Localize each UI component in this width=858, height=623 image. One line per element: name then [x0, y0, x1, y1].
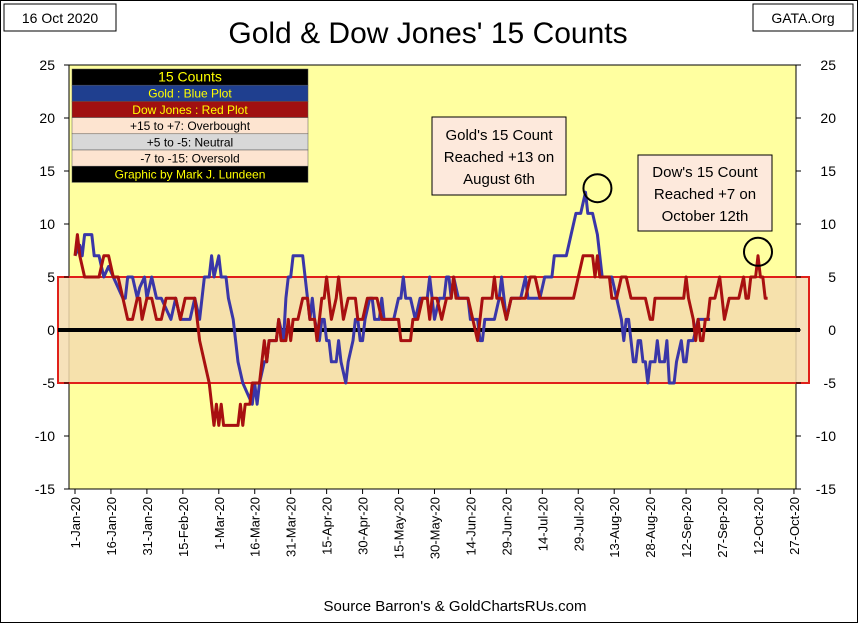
x-tick-label: 16-Mar-20 [248, 497, 263, 557]
gold-annotation-line-2: Reached +13 on [444, 149, 555, 166]
x-tick-label: 14-Jun-20 [463, 497, 478, 556]
x-tick-label: 27-Sep-20 [715, 497, 730, 558]
y-tick-label-right: 25 [820, 57, 836, 73]
x-tick-label: 13-Aug-20 [607, 497, 622, 558]
x-tick-label: 12-Oct-20 [751, 497, 766, 555]
y-tick-label-left: 15 [39, 163, 55, 179]
y-tick-label-left: 5 [47, 269, 55, 285]
x-tick-label: 29-Jun-20 [499, 497, 514, 556]
date-label: 16 Oct 2020 [22, 10, 98, 26]
gold-annotation-box [431, 116, 567, 196]
x-tick-label: 15-Apr-20 [320, 497, 335, 555]
y-axis-right: 25 20 15 10 5 0 -5 -10 -15 [796, 57, 836, 497]
gold-annotation-line-1: Gold's 15 Count [445, 127, 553, 144]
chart-title: Gold & Dow Jones' 15 Counts [228, 17, 627, 50]
dow-annotation: Dow's 15 Count Reached +7 on October 12t… [637, 154, 773, 232]
x-tick-label: 30-Apr-20 [356, 497, 371, 555]
x-tick-label: 31-Jan-20 [140, 497, 155, 556]
y-axis-left: 25 20 15 10 5 0 -5 -10 -15 [35, 57, 69, 497]
y-tick-label-right: 20 [820, 110, 836, 126]
x-tick-label: 28-Aug-20 [643, 497, 658, 558]
y-tick-label-right: -15 [816, 481, 836, 497]
dow-annotation-line-3: October 12th [662, 208, 749, 225]
source-tag-box [752, 3, 854, 32]
x-tick-label: 16-Jan-20 [104, 497, 119, 556]
x-tick-label: 15-Feb-20 [176, 497, 191, 557]
x-tick-label: 15-May-20 [392, 497, 407, 559]
x-tick-label: 1-Mar-20 [212, 497, 227, 550]
x-tick-label: 1-Jan-20 [68, 497, 83, 548]
y-tick-label-left: 10 [39, 216, 55, 232]
y-tick-label-right: -10 [816, 428, 836, 444]
y-tick-label-right: 5 [828, 269, 836, 285]
source-tag-label: GATA.Org [771, 10, 834, 26]
legend-row-label: Graphic by Mark J. Lundeen [115, 168, 266, 182]
y-tick-label-right: 15 [820, 163, 836, 179]
date-box [3, 3, 117, 32]
dow-series-line [73, 233, 768, 427]
gold-annotation: Gold's 15 Count Reached +13 on August 6t… [431, 116, 567, 196]
dow-annotation-box [637, 154, 773, 232]
x-tick-label: 12-Sep-20 [679, 497, 694, 558]
legend-row-label: +15 to +7: Overbought [130, 119, 251, 133]
highlight-circle [743, 236, 773, 267]
y-tick-label-right: 10 [820, 216, 836, 232]
y-tick-label-left: -10 [35, 428, 55, 444]
legend-row-label: +5 to -5: Neutral [147, 135, 233, 149]
y-tick-label-left: 0 [47, 322, 55, 338]
x-axis: 1-Jan-20 16-Jan-20 31-Jan-20 15-Feb-20 1-Mar… [68, 489, 802, 559]
y-tick-label-right: -5 [824, 375, 837, 391]
y-tick-label-left: 25 [39, 57, 55, 73]
legend-row-label: -7 to -15: Oversold [140, 152, 239, 166]
x-tick-label: 27-Oct-20 [787, 497, 802, 555]
x-tick-label: 29-Jul-20 [571, 497, 586, 551]
footer-source: Source Barron's & GoldChartsRUs.com [324, 598, 587, 615]
highlight-circles [582, 173, 773, 267]
dow-annotation-line-2: Reached +7 on [654, 186, 756, 203]
x-tick-label: 30-May-20 [427, 497, 442, 559]
y-tick-label-left: 20 [39, 110, 55, 126]
legend-row [71, 165, 309, 183]
legend-row-label: Dow Jones : Red Plot [132, 103, 248, 117]
legend: 15 Counts Gold : Blue Plot Dow Jones : Red… [71, 69, 309, 183]
y-tick-label-left: -5 [43, 375, 56, 391]
y-tick-label-left: -15 [35, 481, 55, 497]
highlight-circle [582, 173, 613, 204]
x-tick-label: 14-Jul-20 [535, 497, 550, 551]
legend-row-label: 15 Counts [158, 69, 222, 85]
y-tick-label-right: 0 [828, 322, 836, 338]
gold-annotation-line-3: August 6th [463, 171, 535, 188]
legend-row-label: Gold : Blue Plot [148, 87, 232, 101]
x-tick-label: 31-Mar-20 [284, 497, 299, 557]
dow-annotation-line-1: Dow's 15 Count [652, 164, 758, 181]
